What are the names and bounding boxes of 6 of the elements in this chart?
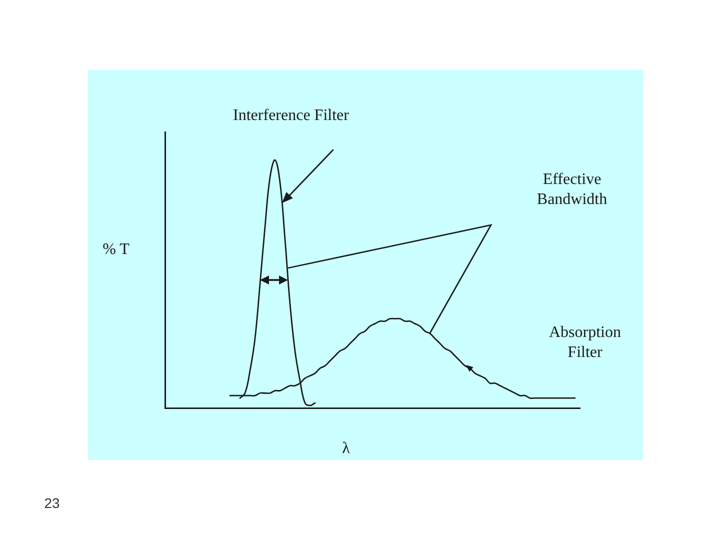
- text: Interference Filter: [233, 107, 350, 124]
- x-axis-title: λ: [342, 440, 350, 458]
- text: Absorption Filter: [549, 324, 621, 362]
- y-axis-title: % T: [102, 241, 130, 258]
- annotation: Effective Bandwidth: [536, 171, 608, 208]
- text: 23: [44, 494, 60, 511]
